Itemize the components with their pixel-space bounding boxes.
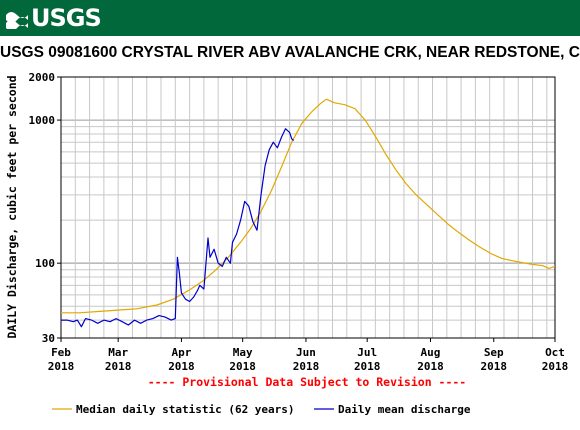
legend: Median daily statistic (62 years) Daily m… <box>52 403 471 416</box>
x-tick-year: 2018 <box>168 360 195 373</box>
y-tick-label: 100 <box>35 257 55 270</box>
y-tick-label: 2000 <box>29 71 56 84</box>
legend-label: Median daily statistic (62 years) <box>76 403 295 416</box>
grid-lines <box>60 77 555 338</box>
median-series-line <box>61 98 556 314</box>
y-axis-label: DAILY Discharge, cubic feet per second <box>5 75 19 338</box>
daily-mean-series-line <box>61 128 295 328</box>
x-tick-month: Oct <box>545 346 565 359</box>
x-tick-year: 2018 <box>105 360 132 373</box>
x-tick-year: 2018 <box>417 360 444 373</box>
x-tick-month: Jun <box>296 346 316 359</box>
x-tick-month: Sep <box>484 346 504 359</box>
x-tick-month: Apr <box>172 346 192 359</box>
x-tick-year: 2018 <box>354 360 381 373</box>
x-tick-year: 2018 <box>542 360 569 373</box>
usgs-banner: USGS <box>0 0 580 36</box>
plot-frame <box>60 76 556 339</box>
usgs-logo-wave-icon <box>6 7 28 29</box>
x-axis: Feb2018Mar2018Apr2018May2018Jun2018Jul20… <box>48 338 569 373</box>
x-tick-year: 2018 <box>481 360 508 373</box>
y-tick-label: 30 <box>42 332 55 345</box>
x-tick-month: Jul <box>357 346 377 359</box>
x-tick-month: Aug <box>421 346 441 359</box>
y-tick-label: 1000 <box>29 114 56 127</box>
x-tick-year: 2018 <box>229 360 256 373</box>
chart-title: USGS 09081600 CRYSTAL RIVER ABV AVALANCH… <box>0 44 580 61</box>
x-tick-year: 2018 <box>293 360 320 373</box>
x-tick-year: 2018 <box>48 360 75 373</box>
usgs-logo: USGS <box>6 4 102 32</box>
y-axis: 30 100 1000 2000 <box>29 71 61 345</box>
legend-label: Daily mean discharge <box>338 403 471 416</box>
x-tick-month: May <box>233 346 253 359</box>
x-tick-month: Mar <box>108 346 128 359</box>
x-tick-month: Feb <box>51 346 71 359</box>
series-layer <box>61 98 556 328</box>
provisional-annotation: ---- Provisional Data Subject to Revisio… <box>148 375 467 389</box>
logo-text: USGS <box>31 4 102 32</box>
